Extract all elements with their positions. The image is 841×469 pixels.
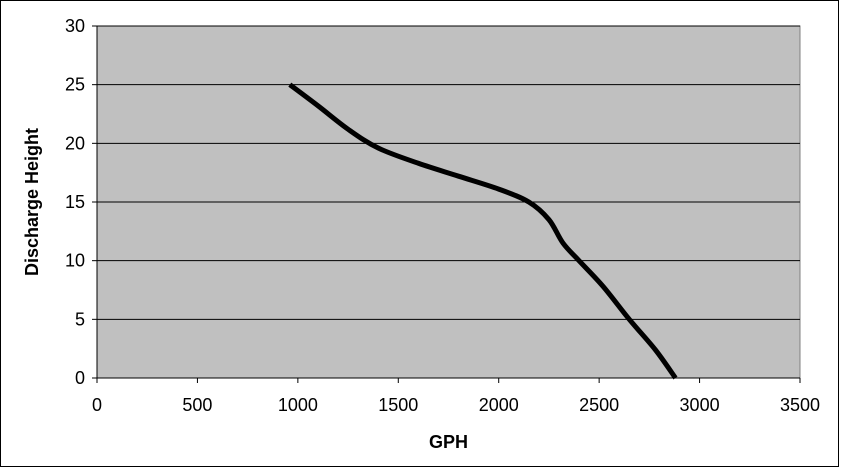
y-axis-title: Discharge Height	[22, 128, 42, 276]
y-tick-label: 15	[65, 192, 85, 212]
x-tick-label: 3500	[780, 395, 820, 415]
y-tick-label: 25	[65, 75, 85, 95]
y-tick-label: 20	[65, 133, 85, 153]
x-axis-title: GPH	[429, 432, 468, 452]
x-tick-label: 0	[92, 395, 102, 415]
grid-lines	[97, 25, 800, 320]
x-tick-label: 3000	[680, 395, 720, 415]
x-tick-label: 1500	[378, 395, 418, 415]
x-tick-label: 1000	[278, 395, 318, 415]
x-tick-label: 2500	[579, 395, 619, 415]
y-tick-label: 30	[65, 16, 85, 36]
y-tick-label: 0	[75, 368, 85, 388]
series-line	[288, 82, 678, 380]
y-tick-label: 5	[75, 309, 85, 329]
x-tick-label: 2000	[479, 395, 519, 415]
x-tick-labels: 0 500 1000 1500 2000 2500 3000 3500	[92, 378, 820, 415]
y-tick-label: 10	[65, 251, 85, 271]
x-tick-label: 500	[182, 395, 212, 415]
y-tick-labels: 0 5 10 15 20 25 30	[65, 16, 97, 388]
